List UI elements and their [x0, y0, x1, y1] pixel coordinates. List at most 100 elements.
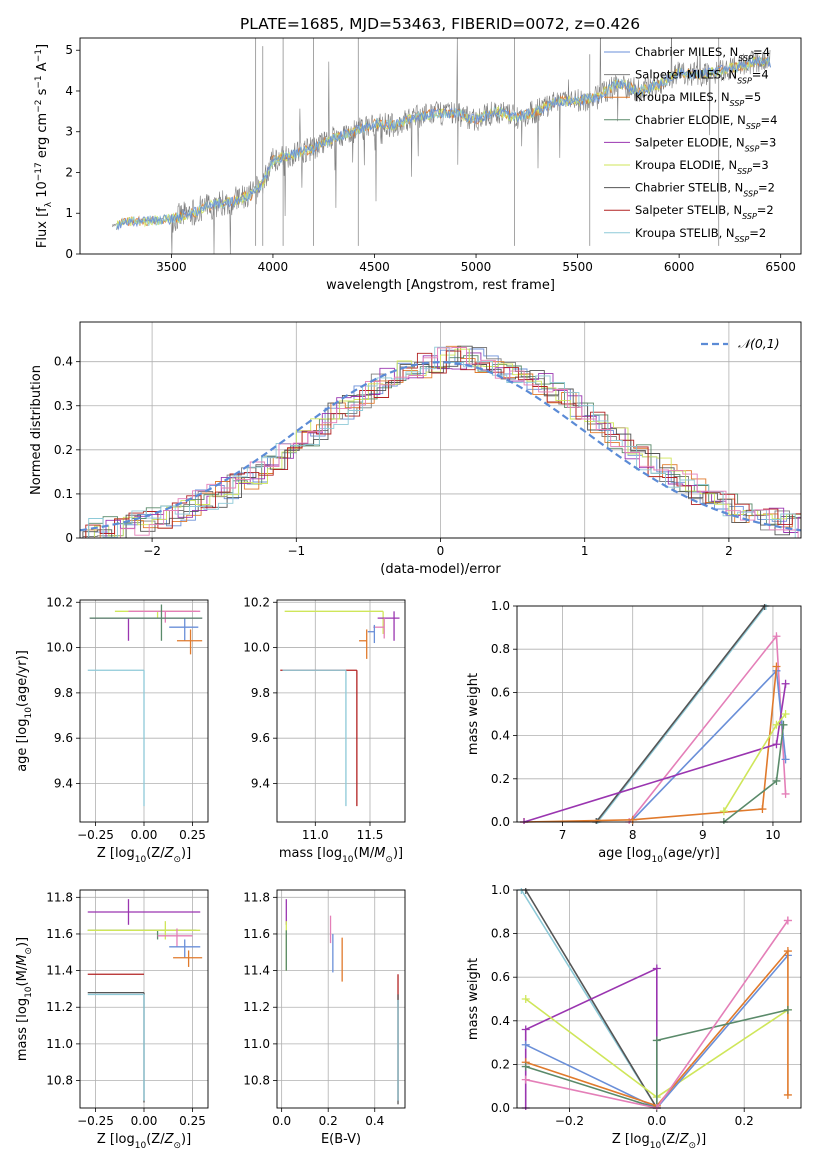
errorbar-point	[367, 624, 376, 644]
axes-frame	[516, 605, 802, 823]
spectrum-lines	[112, 38, 771, 254]
errorbars	[285, 899, 399, 1105]
y-axis-label: Flux [fλ 10−17 erg cm−2 s−1 A−1]	[34, 44, 54, 248]
weight-path	[523, 683, 787, 823]
x-tick-label: 0.4	[365, 1114, 384, 1128]
y-tick-label: 0	[65, 247, 73, 261]
errorbars	[280, 610, 400, 807]
legend-entry: Chabrier STELIB, NSSP=2	[635, 181, 775, 199]
x-tick-label: −0.25	[77, 828, 114, 842]
spectrum-panel: 3500 4000 4500 5000 5500 6000 6500 0 1 2 3 4 5 wavele…	[34, 37, 802, 293]
errorbar-point	[114, 610, 197, 619]
weight-marker	[781, 789, 790, 798]
y-tick-label: 9.8	[251, 686, 270, 700]
spectrum-model-line	[116, 56, 771, 230]
weight-marker	[521, 1062, 530, 1071]
weight-marker	[772, 720, 781, 729]
weight-marker	[521, 1075, 530, 1084]
x-tick-label: 7	[559, 828, 567, 842]
x-axis-label: age [log10(age/yr)]	[598, 846, 720, 865]
weight-marker	[758, 805, 767, 814]
x-tick-label: 1	[581, 544, 589, 558]
weight-marker	[781, 755, 790, 764]
histogram-series	[80, 355, 801, 538]
y-tick-label: 0.4	[54, 355, 73, 369]
x-tick-label: 4000	[258, 260, 289, 274]
y-tick-label: 9.8	[54, 686, 73, 700]
weight-marker	[521, 1025, 530, 1034]
y-tick-label: 0.3	[54, 399, 73, 413]
weight-path	[525, 1009, 789, 1110]
y-axis-label: age [log10(age/yr)]	[15, 650, 34, 772]
x-tick-label: 0.0	[647, 1114, 666, 1128]
y-tick-label: 0.1	[54, 487, 73, 501]
y-tick-label: 5	[65, 43, 73, 57]
histogram-series	[80, 352, 801, 538]
y-tick-label: 0.4	[491, 1014, 510, 1028]
y-tick-label: 10.2	[46, 595, 73, 609]
errorbar-point	[173, 950, 203, 967]
y-tick-label: 11.8	[46, 890, 73, 904]
histogram-series	[80, 346, 801, 538]
errorbar-point	[87, 993, 145, 1101]
x-tick-label: 0.00	[131, 828, 158, 842]
legend-entry: Salpeter ELODIE, NSSP=3	[635, 135, 776, 153]
errorbar-point	[87, 669, 145, 807]
x-tick-label: −2	[143, 544, 161, 558]
axes-frame	[276, 599, 406, 823]
x-tick-label: 0.0	[272, 1114, 291, 1128]
errorbar-point	[169, 939, 201, 958]
y-tick-label: 0.2	[54, 443, 73, 457]
mass-vs-Z-panel: −0.25 0.00 0.25 10.8 11.0 11.2 11.4 11.6 11.8 Z […	[15, 889, 209, 1151]
x-axis-label: Z [log10(Z/Z⊙)]	[97, 1132, 191, 1151]
errorbar-point	[284, 610, 384, 634]
errorbar-point	[87, 991, 145, 1103]
y-tick-label: 3	[65, 125, 73, 139]
y-tick-label: 0.8	[491, 927, 510, 941]
y-tick-label: 9.6	[251, 731, 270, 745]
histogram-series	[80, 347, 801, 538]
y-tick-label: 0.6	[491, 685, 510, 699]
x-axis-label: Z [log10(Z/Z⊙)]	[612, 1132, 706, 1151]
errorbar-point	[176, 629, 203, 655]
weight-series	[520, 604, 790, 824]
x-tick-label: 9	[699, 828, 707, 842]
x-tick-label: 0.25	[179, 1114, 206, 1128]
y-tick-label: 9.4	[54, 776, 73, 790]
age-vs-mass-panel: 11.0 11.5 9.4 9.6 9.8 10.0 10.2 mass [log10(M/M…	[243, 595, 406, 865]
weight-marker	[781, 679, 790, 688]
y-tick-label: 11.0	[243, 1037, 270, 1051]
axes-frame	[276, 889, 406, 1109]
x-axis-label: mass [log10(M/M⊙)]	[279, 846, 403, 865]
errorbar-point	[359, 629, 368, 659]
weight-marker	[772, 776, 781, 785]
legend-entry: Kroupa ELODIE, NSSP=3	[635, 158, 769, 176]
weight-line	[521, 964, 661, 1110]
weight-marker	[521, 995, 530, 1003]
x-tick-label: −1	[287, 544, 305, 558]
weight-marker	[628, 815, 637, 824]
errorbars	[87, 899, 203, 1103]
figure-title: PLATE=1685, MJD=53463, FIBERID=0072, z=0…	[240, 15, 640, 33]
weight-path	[628, 634, 787, 823]
y-tick-label: 0	[65, 531, 73, 545]
weight-series	[517, 888, 792, 1110]
x-tick-label: 0.2	[319, 1114, 338, 1128]
y-tick-label: 11.6	[46, 927, 73, 941]
y-tick-label: 10.2	[243, 595, 270, 609]
y-tick-label: 10.0	[46, 641, 73, 655]
weight-marker	[772, 740, 781, 749]
legend-entry: Kroupa STELIB, NSSP=2	[635, 226, 766, 244]
weight-marker	[783, 1090, 792, 1099]
x-tick-label: 6500	[765, 260, 796, 274]
weight-line	[520, 679, 790, 824]
mass-vs-ebv-panel: 0.0 0.2 0.4 10.8 11.0 11.2 11.4 11.6 11.8 E(B-V)	[243, 889, 406, 1147]
y-tick-label: 9.6	[54, 731, 73, 745]
residuals-panel: −2 −1 0 1 2 0 0.1 0.2 0.3 0.4 (data-model)/error No…	[29, 321, 802, 577]
weight-line	[625, 632, 790, 824]
y-tick-label: 11.0	[46, 1037, 73, 1051]
errorbar-point	[373, 618, 385, 639]
y-tick-label: 1.0	[491, 599, 510, 613]
weight-marker	[781, 710, 790, 718]
